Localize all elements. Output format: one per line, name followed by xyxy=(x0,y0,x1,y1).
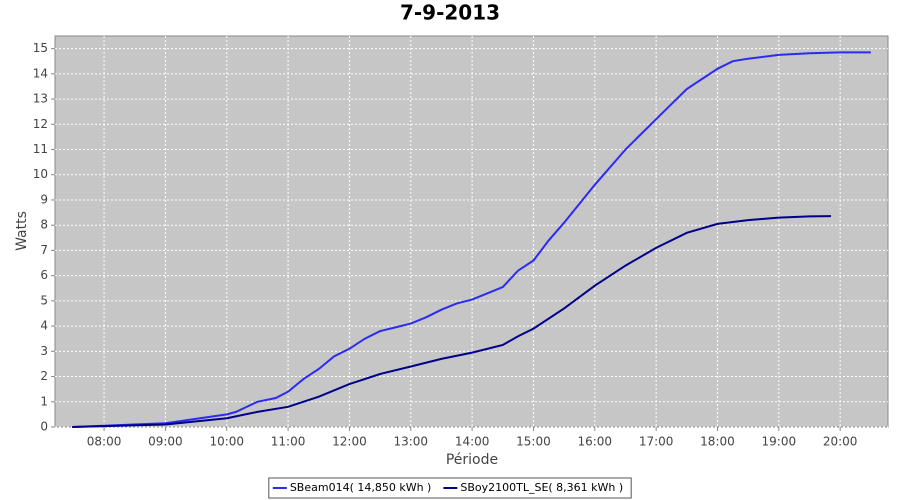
legend: SBeam014( 14,850 kWh ) SBoy2100TL_SE( 8,3… xyxy=(268,477,632,499)
y-tick-label: 15 xyxy=(33,41,48,55)
y-tick-label: 14 xyxy=(33,66,48,80)
plot-area xyxy=(54,35,889,428)
y-tick-label: 2 xyxy=(40,369,48,383)
y-tick-label: 8 xyxy=(40,218,48,232)
y-tick-label: 9 xyxy=(40,192,48,206)
legend-label: SBeam014( 14,850 kWh ) xyxy=(290,481,432,494)
x-tick-label: 11:00 xyxy=(271,435,306,449)
x-tick-label: 16:00 xyxy=(577,435,612,449)
x-axis-label: Période xyxy=(446,452,498,468)
x-tick-label: 20:00 xyxy=(823,435,858,449)
x-tick-label: 08:00 xyxy=(87,435,122,449)
x-tick-label: 18:00 xyxy=(700,435,735,449)
chart-title: 7-9-2013 xyxy=(400,1,500,25)
y-tick-label: 4 xyxy=(40,319,48,333)
y-tick-label: 3 xyxy=(40,344,48,358)
y-tick-label: 10 xyxy=(33,167,48,181)
series-line xyxy=(72,51,871,428)
x-tick-label: 13:00 xyxy=(393,435,428,449)
x-tick-label: 14:00 xyxy=(455,435,490,449)
y-tick-label: 12 xyxy=(33,117,48,131)
y-tick-label: 0 xyxy=(40,420,48,434)
legend-label: SBoy2100TL_SE( 8,361 kWh ) xyxy=(460,481,623,494)
x-tick-label: 12:00 xyxy=(332,435,367,449)
x-tick-label: 09:00 xyxy=(148,435,183,449)
y-tick-label: 6 xyxy=(40,268,48,282)
y-tick-label: 7 xyxy=(40,243,48,257)
x-tick-label: 15:00 xyxy=(516,435,551,449)
y-tick-label: 13 xyxy=(33,92,48,106)
y-tick-label: 1 xyxy=(40,394,48,408)
y-tick-label: 5 xyxy=(40,293,48,307)
x-tick-label: 10:00 xyxy=(209,435,244,449)
y-axis-label: Watts xyxy=(14,211,30,251)
y-tick-label: 11 xyxy=(33,142,48,156)
series-line xyxy=(72,215,832,428)
x-tick-label: 17:00 xyxy=(639,435,674,449)
x-tick-label: 19:00 xyxy=(762,435,797,449)
